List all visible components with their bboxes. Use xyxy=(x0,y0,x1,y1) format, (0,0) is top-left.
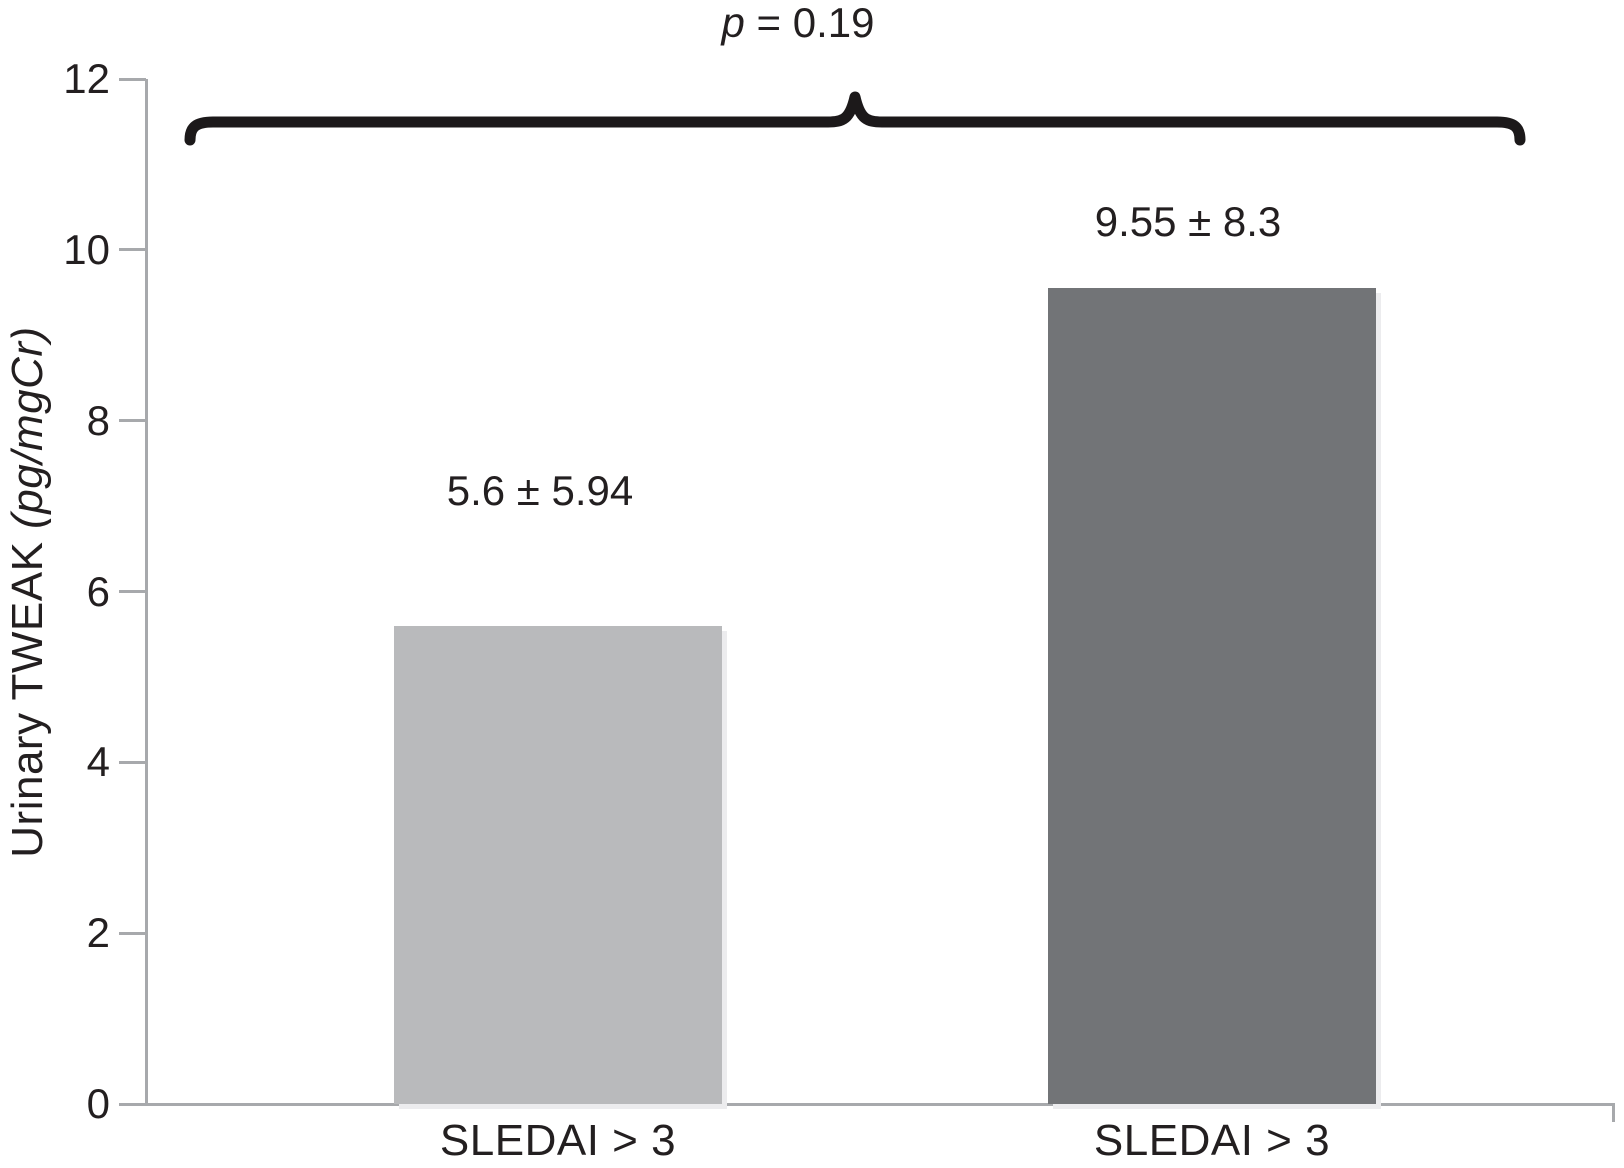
x-axis-end-tick xyxy=(1612,1103,1615,1122)
brace-path xyxy=(184,91,1526,146)
y-tick-mark xyxy=(119,760,146,764)
y-tick-mark xyxy=(119,77,146,81)
y-tick-label: 12 xyxy=(63,55,110,102)
y-tick-mark xyxy=(119,248,146,252)
y-tick-mark xyxy=(119,931,146,935)
x-category-label: SLEDAI > 3 xyxy=(439,1116,677,1165)
y-tick-mark xyxy=(119,1102,146,1106)
y-tick-label: 0 xyxy=(86,1080,110,1127)
y-tick-mark xyxy=(119,419,146,423)
bar xyxy=(394,625,722,1104)
y-tick-label: 6 xyxy=(86,567,110,615)
y-tick-label: 2 xyxy=(86,909,110,957)
p-value-label: p = 0.19 xyxy=(548,0,1048,46)
y-tick-label: 4 xyxy=(86,738,110,786)
y-axis-line xyxy=(145,79,148,1105)
x-axis-line xyxy=(145,1103,1615,1106)
bar xyxy=(1048,288,1376,1104)
significance-brace xyxy=(183,89,1527,151)
y-tick-mark xyxy=(119,590,146,593)
x-category-label: SLEDAI > 3 xyxy=(1093,1116,1331,1165)
p-value-rest: = 0.19 xyxy=(744,0,875,46)
y-tick-label: 10 xyxy=(63,225,110,273)
bar-value-label: 9.55 ± 8.3 xyxy=(1094,198,1282,246)
bar-value-label: 5.6 ± 5.94 xyxy=(446,466,634,514)
y-tick-label: 8 xyxy=(86,396,110,444)
p-value-italic: p xyxy=(721,0,745,46)
